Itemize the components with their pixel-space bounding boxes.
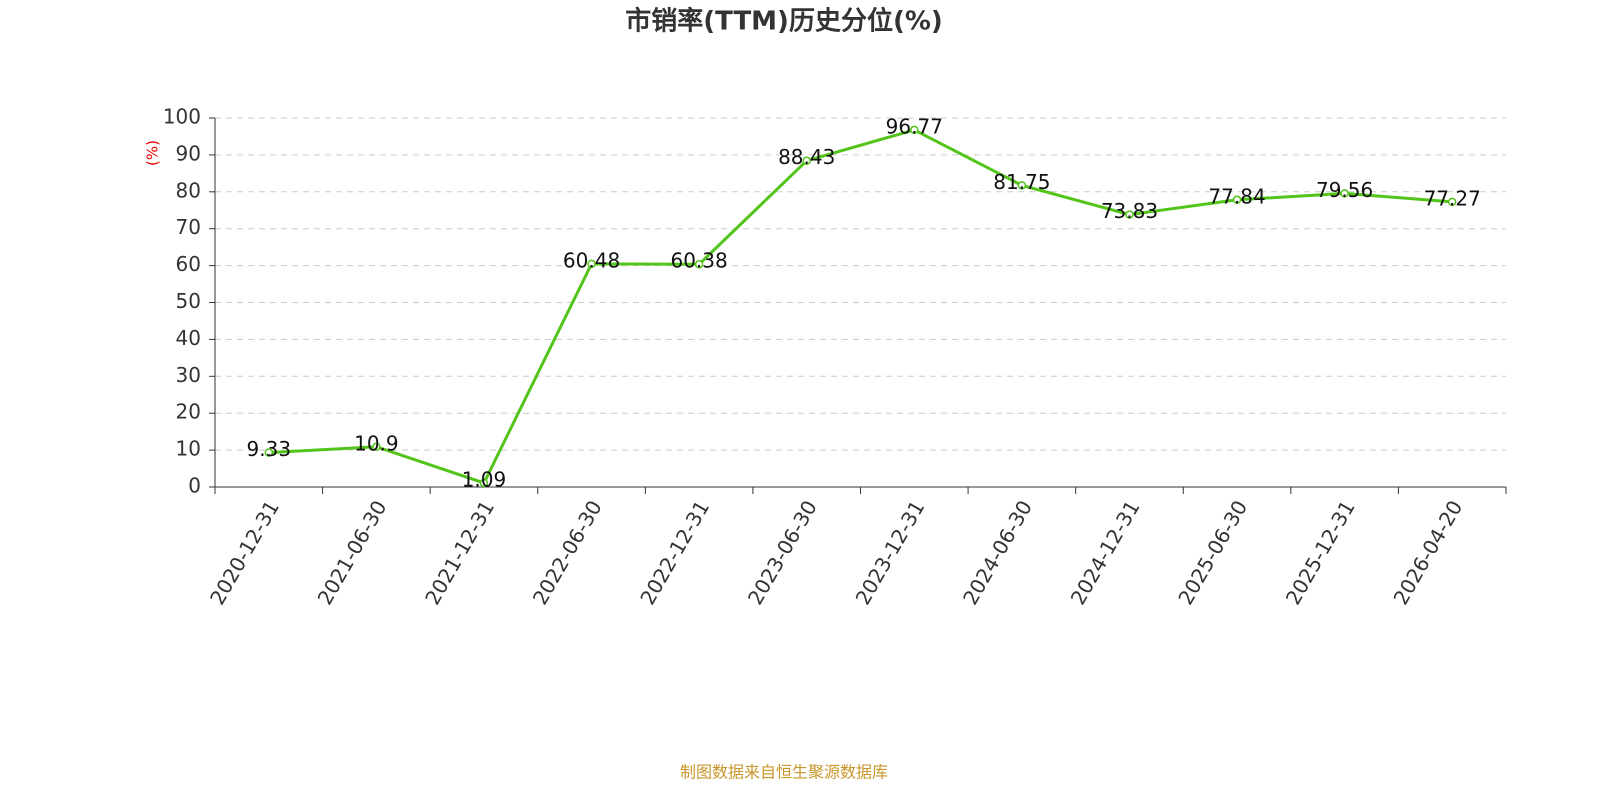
data-label: 60.48: [563, 248, 620, 272]
data-point: [802, 156, 811, 165]
data-point: [694, 259, 704, 269]
x-tick-label: 2021-12-31: [420, 496, 499, 609]
y-tick-label: 80: [176, 178, 201, 202]
data-point: [264, 448, 274, 457]
data-label: 1.09: [462, 467, 507, 491]
y-tick-label: 10: [176, 437, 201, 461]
data-label: 9.33: [247, 437, 292, 461]
y-tick-label: 40: [176, 326, 201, 350]
data-point: [1340, 189, 1349, 198]
data-line: [268, 128, 1453, 485]
data-label: 73.83: [1101, 199, 1158, 223]
chart-title: 市销率(TTM)历史分位(%): [625, 6, 943, 37]
x-tick-label: 2025-06-30: [1173, 496, 1252, 609]
x-tick-label: 2022-12-31: [635, 496, 714, 609]
data-label: 96.77: [886, 114, 943, 138]
data-label: 88.43: [778, 145, 835, 169]
data-point: [372, 442, 381, 452]
x-tick-label: 2024-12-31: [1066, 496, 1145, 609]
data-label: 10.9: [354, 431, 399, 455]
data-point: [910, 125, 919, 135]
y-tick-label: 90: [176, 141, 201, 165]
source-note: 制图数据来自恒生聚源数据库: [680, 763, 888, 782]
data-label: 81.75: [993, 170, 1050, 194]
data-point: [587, 259, 596, 269]
data-label: 77.27: [1424, 186, 1481, 210]
y-tick-label: 0: [188, 474, 201, 498]
x-tick-label: 2023-06-30: [743, 496, 822, 609]
y-tick-label: 70: [176, 215, 201, 239]
data-label: 60.38: [670, 249, 727, 273]
data-point: [1447, 197, 1457, 207]
data-label: 79.56: [1316, 178, 1373, 202]
data-label: 77.84: [1208, 184, 1265, 208]
data-point: [1017, 181, 1027, 190]
x-tick-label: 2020-12-31: [205, 496, 284, 609]
y-axis-label: (%): [144, 140, 162, 166]
data-point: [1232, 195, 1242, 205]
y-tick-label: 20: [176, 400, 201, 424]
y-tick-label: 60: [176, 252, 201, 276]
y-tick-label: 50: [176, 289, 201, 313]
x-tick-label: 2022-06-30: [528, 496, 607, 609]
x-tick-label: 2024-06-30: [958, 496, 1037, 609]
x-tick-label: 2025-12-31: [1281, 496, 1360, 609]
data-point: [1125, 210, 1134, 219]
y-tick-label: 100: [163, 105, 201, 129]
y-tick-label: 30: [176, 363, 201, 387]
x-tick-label: 2023-12-31: [850, 496, 929, 609]
x-tick-label: 2021-06-30: [313, 496, 392, 609]
data-point: [479, 478, 489, 488]
x-tick-label: 2026-04-20: [1388, 496, 1467, 609]
